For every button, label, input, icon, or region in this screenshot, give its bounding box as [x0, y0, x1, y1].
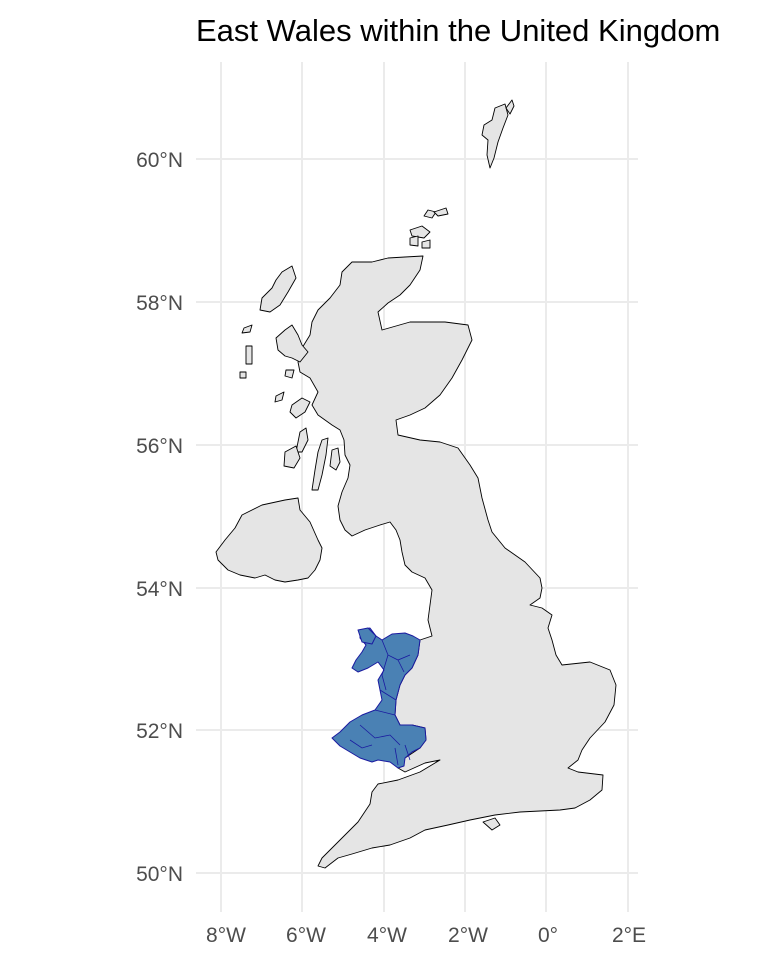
great-britain — [297, 255, 617, 869]
x-tick-label: 6°W — [286, 924, 326, 947]
x-tick-label: 2°W — [448, 924, 488, 947]
x-axis-tick-labels: 8°W 6°W 4°W 2°W 0° 2°E — [206, 924, 646, 947]
wales-region — [331, 627, 427, 769]
wales-internal-borders — [349, 639, 411, 766]
y-tick-label: 56°N — [136, 435, 183, 458]
orkney-south — [421, 239, 431, 249]
x-tick-label: 4°W — [367, 924, 407, 947]
y-axis-tick-labels: 60°N 58°N 56°N 54°N 52°N 50°N — [136, 149, 183, 886]
jura — [295, 427, 309, 453]
south-uist — [245, 345, 253, 365]
orkney-north — [423, 209, 437, 219]
y-tick-label: 54°N — [136, 578, 183, 601]
anglesey — [357, 627, 377, 645]
kintyre-peninsula — [311, 437, 329, 491]
y-tick-label: 52°N — [136, 720, 183, 743]
barra — [239, 371, 247, 379]
orkney-mainland — [409, 225, 431, 239]
islay — [283, 445, 301, 469]
northern-ireland — [215, 497, 323, 583]
x-tick-label: 2°E — [612, 924, 646, 947]
uist — [241, 324, 253, 334]
orkney-east — [433, 207, 449, 217]
graticule — [196, 62, 638, 912]
orkney-hoy — [409, 235, 419, 247]
wales-highlight — [331, 627, 427, 769]
shetland-mainland — [481, 103, 509, 169]
map-title: East Wales within the United Kingdom — [196, 13, 720, 48]
x-tick-label: 0° — [538, 924, 558, 947]
y-tick-label: 58°N — [136, 292, 183, 315]
lewis-harris — [259, 265, 297, 313]
x-tick-label: 8°W — [206, 924, 246, 947]
y-tick-label: 50°N — [136, 863, 183, 886]
y-tick-label: 60°N — [136, 149, 183, 172]
uk-landmass — [215, 99, 617, 869]
arran-island — [329, 447, 341, 471]
coll-tiree — [274, 391, 285, 403]
skye — [275, 324, 309, 363]
isle-of-wight — [482, 817, 501, 831]
small-isles — [284, 369, 295, 379]
shetland-yell — [505, 99, 515, 115]
mull — [289, 397, 311, 419]
